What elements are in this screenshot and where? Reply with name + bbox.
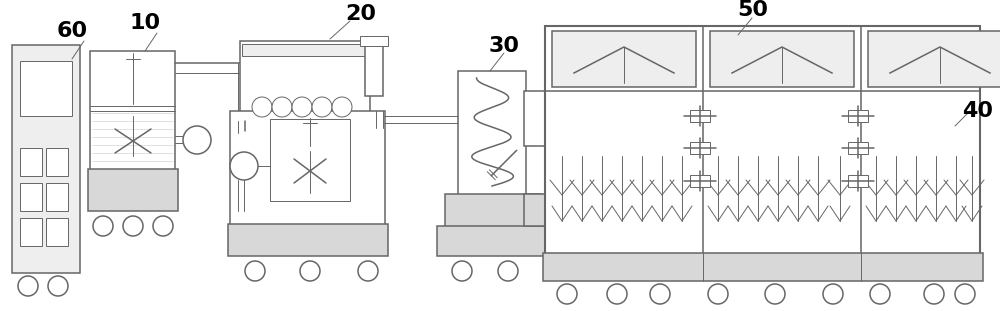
Circle shape — [708, 284, 728, 304]
Bar — [88, 169, 178, 211]
Circle shape — [300, 261, 320, 281]
Circle shape — [153, 216, 173, 236]
Text: 60: 60 — [57, 21, 88, 41]
Text: 30: 30 — [489, 36, 520, 56]
Circle shape — [183, 126, 211, 154]
Bar — [20, 61, 72, 116]
Circle shape — [765, 284, 785, 304]
Circle shape — [498, 261, 518, 281]
Circle shape — [650, 284, 670, 304]
Bar — [12, 45, 80, 273]
Circle shape — [18, 276, 38, 296]
Text: 10: 10 — [130, 13, 161, 33]
Bar — [20, 218, 42, 246]
Bar — [458, 71, 526, 196]
Bar — [445, 194, 541, 228]
Circle shape — [823, 284, 843, 304]
Bar — [690, 110, 710, 122]
Bar — [20, 183, 42, 211]
Circle shape — [557, 284, 577, 304]
Text: 50: 50 — [737, 0, 768, 20]
Bar — [545, 26, 980, 256]
Bar — [46, 218, 68, 246]
Bar — [365, 41, 383, 96]
Bar — [230, 111, 385, 226]
Circle shape — [358, 261, 378, 281]
Bar — [710, 31, 854, 87]
Circle shape — [48, 276, 68, 296]
Bar — [46, 183, 68, 211]
Circle shape — [252, 97, 272, 117]
Circle shape — [312, 97, 332, 117]
Bar — [524, 91, 546, 146]
Circle shape — [955, 284, 975, 304]
Text: 40: 40 — [962, 101, 993, 121]
Bar — [552, 31, 696, 87]
Bar — [848, 175, 868, 187]
Bar — [228, 224, 388, 256]
Bar — [543, 253, 983, 281]
Circle shape — [272, 97, 292, 117]
Circle shape — [230, 152, 258, 180]
Bar — [848, 142, 868, 154]
Bar — [242, 44, 368, 56]
Bar — [690, 175, 710, 187]
Text: 20: 20 — [345, 4, 376, 24]
Circle shape — [292, 97, 312, 117]
Bar — [360, 36, 388, 46]
Bar — [868, 31, 1000, 87]
Circle shape — [607, 284, 627, 304]
Bar — [270, 119, 350, 201]
Circle shape — [123, 216, 143, 236]
Circle shape — [245, 261, 265, 281]
Circle shape — [332, 97, 352, 117]
Bar — [20, 148, 42, 176]
Bar — [524, 194, 546, 226]
Bar — [46, 148, 68, 176]
Bar — [690, 142, 710, 154]
Circle shape — [924, 284, 944, 304]
Circle shape — [870, 284, 890, 304]
Bar — [90, 51, 175, 171]
Circle shape — [93, 216, 113, 236]
Bar — [848, 110, 868, 122]
Circle shape — [452, 261, 472, 281]
Bar — [437, 226, 549, 256]
Bar — [240, 41, 370, 121]
